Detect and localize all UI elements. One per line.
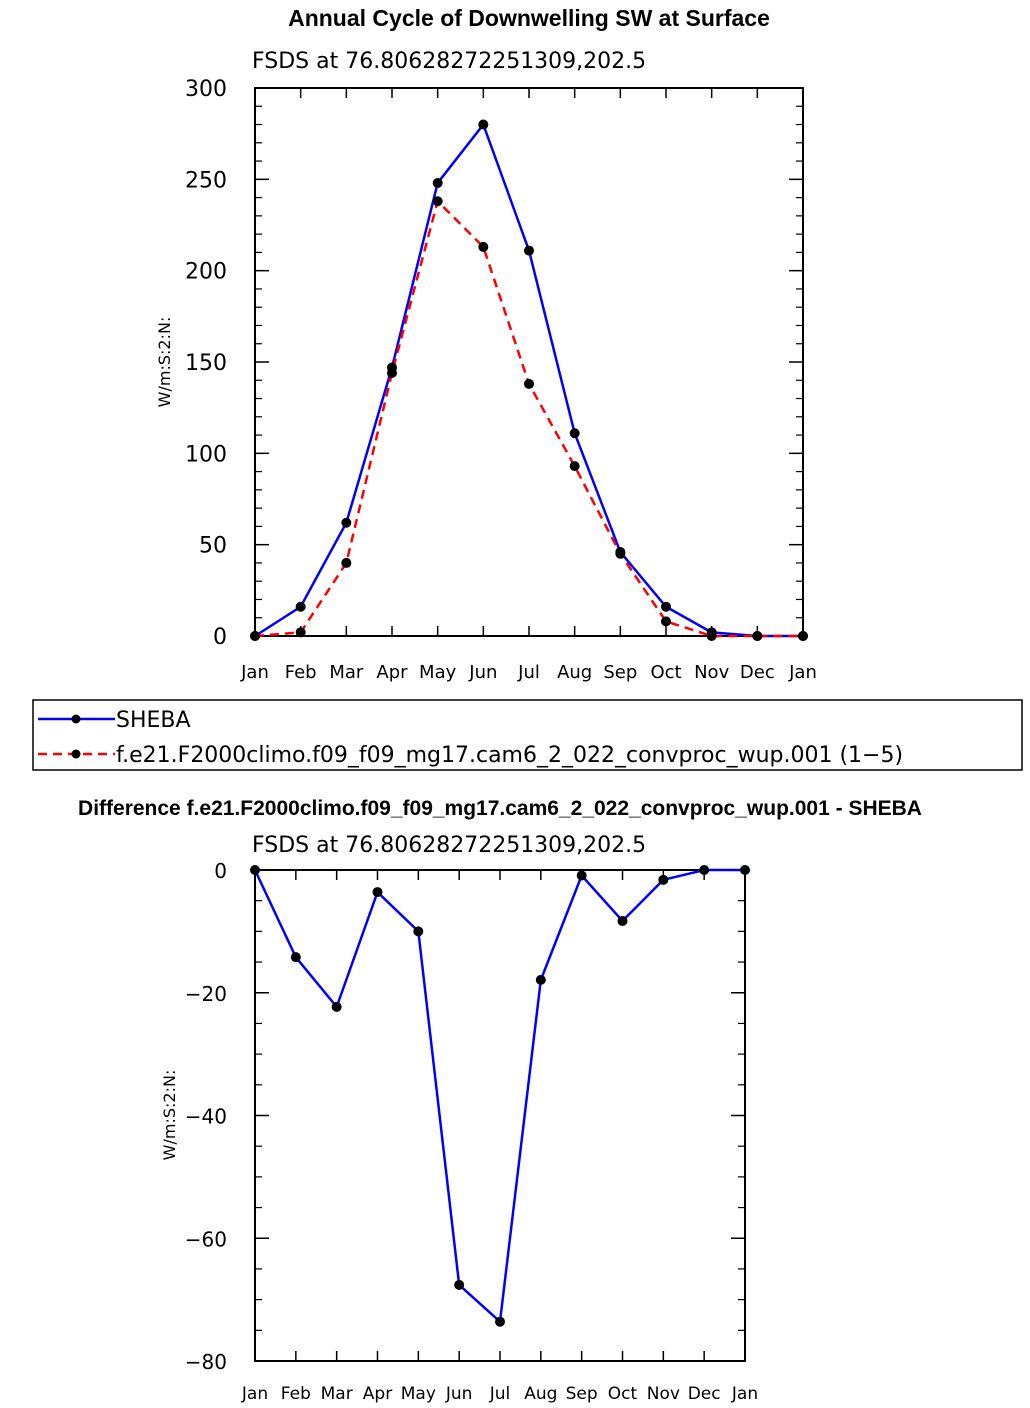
chart1-point-0 xyxy=(432,177,443,188)
chart2-ylabel: W/m:S:2:N: xyxy=(160,1070,179,1161)
chart1-xtick-label: Aug xyxy=(557,662,592,683)
chart1-xtick-label: Sep xyxy=(603,662,637,683)
chart2-point-0 xyxy=(576,870,587,881)
chart1-xtick-label: Dec xyxy=(740,662,775,683)
chart2-xtick-label: Apr xyxy=(363,1384,392,1404)
chart2-series-line-0 xyxy=(253,868,745,1325)
chart1-point-1 xyxy=(798,631,808,641)
chart1-xtick-label: Mar xyxy=(329,662,364,683)
chart2-point-0 xyxy=(454,1279,465,1290)
chart1-xtick-label: May xyxy=(419,662,457,683)
chart1-ytick-label: 200 xyxy=(185,260,227,285)
chart2-ytick-label: 0 xyxy=(214,859,227,883)
chart2-xtick-label: Feb xyxy=(281,1384,311,1404)
chart2-xtick-label: Jun xyxy=(445,1384,473,1404)
chart2-ytick-label: −40 xyxy=(185,1105,227,1129)
chart1-ylabel: W/m:S:2:N: xyxy=(155,317,174,408)
chart1-point-1 xyxy=(706,631,717,641)
chart2-point-0 xyxy=(740,865,750,875)
chart1-ytick-label: 300 xyxy=(185,77,227,102)
chart1-point-1 xyxy=(569,461,580,472)
chart1-point-0 xyxy=(341,517,352,528)
legend-label-model: f.e21.F2000climo.f09_f09_mg17.cam6_2_022… xyxy=(116,743,903,768)
chart2-xtick-label: May xyxy=(401,1384,436,1404)
chart2-point-0 xyxy=(658,874,669,885)
legend-label-sheba: SHEBA xyxy=(116,708,191,733)
chart1-point-1 xyxy=(752,631,763,641)
chart1-point-0 xyxy=(524,245,534,256)
chart1-point-0 xyxy=(478,119,489,130)
chart2-xtick-label: Aug xyxy=(524,1384,557,1404)
chart2-point-0 xyxy=(535,974,546,985)
chart1-point-1 xyxy=(250,631,260,641)
chart1-xtick-label: Nov xyxy=(694,662,729,683)
chart2-subtitle: FSDS at 76.80628272251309,202.5 xyxy=(252,833,646,858)
chart2-xtick-label: Jul xyxy=(489,1384,511,1404)
chart2-xtick-label: Oct xyxy=(608,1384,638,1404)
chart1-point-1 xyxy=(524,378,534,389)
chart1-ytick-label: 50 xyxy=(199,534,227,559)
chart1-xtick-label: Feb xyxy=(285,662,317,683)
chart1-point-1 xyxy=(478,241,489,252)
chart1-point-1 xyxy=(387,367,397,378)
chart2-point-0 xyxy=(372,887,383,898)
chart1-frame xyxy=(254,87,804,637)
chart1-point-1 xyxy=(432,196,443,207)
chart1-point-1 xyxy=(661,616,671,627)
chart1-point-0 xyxy=(295,601,306,612)
chart1-xtick-label: Jan xyxy=(240,662,269,683)
chart2-plot: Jan Feb Mar Apr May Jun Jul Aug Sep Oct Nov Dec Jan−… xyxy=(185,859,758,1404)
chart2-ytick-label: −60 xyxy=(185,1227,227,1251)
chart2-ytick-label: −80 xyxy=(185,1350,227,1374)
chart1-subtitle: FSDS at 76.80628272251309,202.5 xyxy=(252,49,646,74)
chart1-point-1 xyxy=(615,548,626,559)
chart2-xtick-label: Jan xyxy=(731,1384,758,1404)
chart1-title: Annual Cycle of Downwelling SW at Surfac… xyxy=(288,5,770,31)
chart2-point-0 xyxy=(250,865,260,875)
chart2-point-0 xyxy=(617,915,628,926)
chart2-xtick-label: Mar xyxy=(321,1384,353,1404)
chart1-xtick-label: Jan xyxy=(788,662,817,683)
chart2-point-0 xyxy=(699,865,710,875)
chart1-point-1 xyxy=(341,557,352,568)
chart2-title: Difference f.e21.F2000climo.f09_f09_mg17… xyxy=(78,797,922,820)
legend-marker-model xyxy=(71,749,81,759)
chart1-ytick-label: 150 xyxy=(185,351,227,376)
chart2-frame xyxy=(254,869,746,1362)
chart1-xtick-label: Jun xyxy=(468,662,497,683)
chart1-plot: Jan Feb Mar Apr May Jun Jul Aug Sep Oct Nov Dec Jan 0… xyxy=(185,77,817,683)
legend-box xyxy=(32,699,1023,771)
chart2-point-0 xyxy=(495,1316,505,1327)
chart1-xtick-label: Jul xyxy=(517,662,540,683)
chart1-point-0 xyxy=(569,428,580,439)
chart1-ytick-label: 100 xyxy=(185,442,227,467)
chart1-xtick-label: Apr xyxy=(376,662,408,683)
chart2-point-0 xyxy=(290,952,301,963)
chart1-ytick-label: 0 xyxy=(213,625,227,650)
chart1-xtick-label: Oct xyxy=(650,662,681,683)
chart2-ytick-label: −20 xyxy=(185,982,227,1006)
chart2-xtick-label: Sep xyxy=(566,1384,598,1404)
chart1-point-0 xyxy=(661,601,671,612)
chart1-ytick-label: 250 xyxy=(185,168,227,193)
chart2-xtick-label: Dec xyxy=(688,1384,721,1404)
legend-marker-sheba xyxy=(71,714,81,724)
chart1-series-line-1 xyxy=(254,198,803,638)
chart2-point-0 xyxy=(331,1001,342,1012)
chart2-xtick-label: Jan xyxy=(241,1384,268,1404)
chart1-point-1 xyxy=(295,627,306,638)
chart2-xtick-label: Nov xyxy=(647,1384,680,1404)
chart2-point-0 xyxy=(413,926,424,937)
legend: SHEBA f.e21.F2000climo.f09_f09_mg17.cam6… xyxy=(32,699,1023,771)
